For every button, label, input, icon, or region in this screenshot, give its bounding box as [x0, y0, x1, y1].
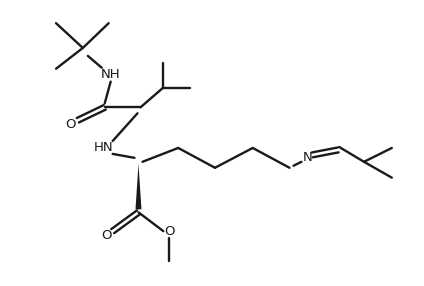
Text: N: N [302, 151, 312, 164]
Text: O: O [101, 229, 112, 242]
Text: HN: HN [94, 142, 114, 154]
Text: NH: NH [101, 68, 120, 81]
Polygon shape [136, 164, 142, 209]
Text: O: O [66, 118, 76, 131]
Text: O: O [164, 225, 175, 238]
